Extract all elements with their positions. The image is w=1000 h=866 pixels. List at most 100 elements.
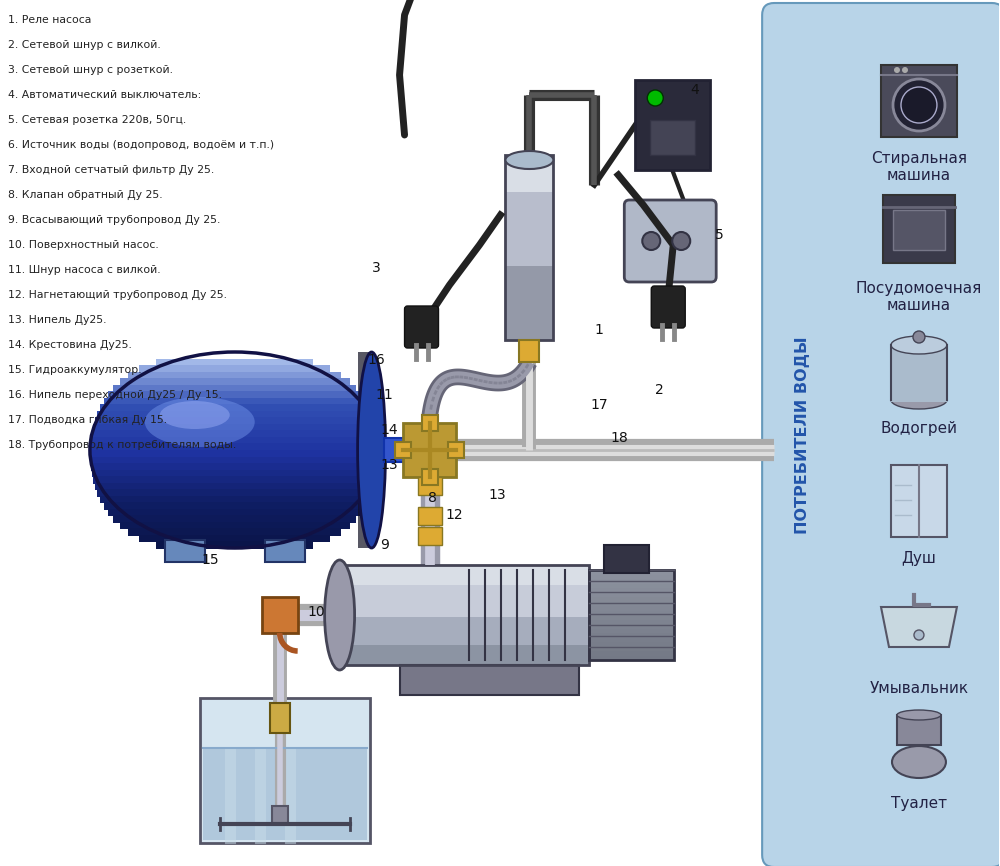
Bar — [340, 629, 589, 634]
Bar — [589, 606, 674, 611]
Bar — [104, 502, 366, 510]
Bar — [156, 541, 313, 549]
Text: 1: 1 — [595, 323, 604, 337]
Circle shape — [902, 67, 908, 73]
Bar — [589, 642, 674, 648]
Bar — [505, 184, 553, 193]
Text: Водогрей: Водогрей — [880, 421, 957, 436]
Bar — [893, 210, 945, 250]
Text: 12: 12 — [446, 508, 463, 522]
Text: 14: 14 — [381, 423, 398, 437]
Circle shape — [894, 67, 900, 73]
Bar — [272, 806, 288, 824]
Bar — [589, 656, 674, 661]
Bar — [340, 621, 589, 626]
Text: 8: 8 — [428, 491, 437, 505]
Bar — [100, 495, 369, 503]
Text: 5: 5 — [715, 228, 724, 242]
FancyBboxPatch shape — [624, 200, 716, 282]
Bar — [395, 442, 411, 458]
Text: 6. Источник воды (водопровод, водоём и т.п.): 6. Источник воды (водопровод, водоём и т… — [8, 140, 274, 150]
Bar — [384, 438, 404, 462]
Bar — [340, 589, 589, 594]
Text: 4: 4 — [690, 83, 699, 97]
Bar — [505, 163, 553, 171]
Bar — [505, 192, 553, 200]
Text: ПОТРЕБИТЕЛИ ВОДЫ: ПОТРЕБИТЕЛИ ВОДЫ — [795, 336, 810, 533]
Bar — [92, 469, 378, 477]
Bar — [165, 540, 205, 562]
Bar — [200, 698, 370, 843]
Bar — [505, 155, 553, 164]
Bar — [156, 359, 313, 366]
Ellipse shape — [505, 151, 553, 169]
Polygon shape — [881, 607, 957, 647]
Bar — [358, 352, 372, 548]
Bar — [340, 597, 589, 602]
Text: 11: 11 — [376, 388, 393, 402]
Bar — [505, 155, 553, 340]
Text: 18: 18 — [610, 431, 628, 445]
Text: 17: 17 — [591, 398, 608, 412]
Bar — [340, 585, 589, 590]
Bar — [589, 629, 674, 634]
Bar — [505, 251, 553, 260]
Bar — [418, 477, 442, 495]
Text: 11. Шнур насоса с вилкой.: 11. Шнур насоса с вилкой. — [8, 265, 161, 275]
Bar — [340, 645, 589, 650]
Bar — [340, 565, 589, 570]
Bar — [589, 602, 674, 607]
Polygon shape — [400, 665, 579, 695]
Bar — [139, 535, 330, 542]
Bar — [505, 170, 553, 178]
Text: 9. Всасывающий трубопровод Ду 25.: 9. Всасывающий трубопровод Ду 25. — [8, 215, 220, 225]
Text: 13. Нипель Ду25.: 13. Нипель Ду25. — [8, 315, 106, 325]
Bar — [113, 385, 356, 392]
Bar — [108, 509, 361, 516]
Bar — [100, 404, 369, 412]
Text: 15. Гидроаккумулятор.: 15. Гидроаккумулятор. — [8, 365, 142, 375]
FancyBboxPatch shape — [762, 3, 1000, 866]
Text: Стиральная
машина: Стиральная машина — [871, 151, 967, 184]
Bar — [340, 657, 589, 662]
Bar — [340, 637, 589, 642]
Bar — [340, 617, 589, 622]
Bar — [93, 476, 376, 484]
Bar — [589, 633, 674, 638]
Bar — [505, 288, 553, 296]
Circle shape — [893, 79, 945, 131]
Bar — [505, 236, 553, 245]
Bar — [90, 450, 380, 457]
Bar — [128, 372, 341, 379]
Bar — [505, 326, 553, 333]
Bar — [505, 274, 553, 281]
Bar — [589, 579, 674, 585]
Bar — [403, 423, 456, 477]
Bar — [108, 391, 361, 398]
Text: Туалет: Туалет — [891, 796, 947, 811]
Circle shape — [913, 331, 925, 343]
Text: Посудомоечная
машина: Посудомоечная машина — [856, 281, 982, 313]
Bar — [505, 281, 553, 289]
Bar — [113, 515, 356, 523]
Bar — [448, 442, 464, 458]
Bar — [883, 195, 955, 263]
Bar — [519, 340, 539, 362]
Bar — [505, 259, 553, 267]
Bar — [340, 573, 589, 578]
Bar — [589, 588, 674, 593]
Text: 2. Сетевой шнур с вилкой.: 2. Сетевой шнур с вилкой. — [8, 40, 161, 50]
Text: 13: 13 — [489, 488, 506, 502]
Bar — [589, 619, 674, 625]
Text: 7. Входной сетчатый фильтр Ду 25.: 7. Входной сетчатый фильтр Ду 25. — [8, 165, 214, 175]
Bar — [505, 295, 553, 304]
Bar — [604, 545, 649, 573]
Bar — [128, 528, 341, 536]
Bar — [505, 310, 553, 319]
Circle shape — [914, 630, 924, 640]
Bar — [97, 410, 372, 418]
Bar — [97, 489, 372, 497]
Text: 10: 10 — [308, 605, 325, 619]
Bar — [589, 637, 674, 643]
Bar — [203, 748, 367, 840]
